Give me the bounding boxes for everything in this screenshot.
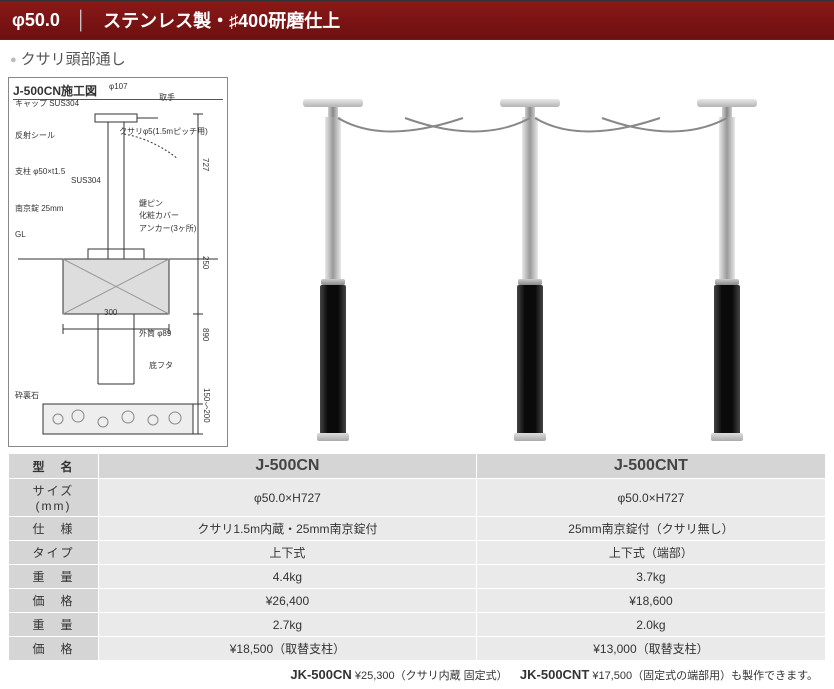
footer-model-1: JK-500CN — [290, 667, 351, 682]
lbl-gl: GL — [15, 230, 26, 239]
row-price1-label: 価 格 — [9, 589, 99, 613]
lbl-outer: 外筒 φ89 — [139, 328, 171, 339]
footer-note: JK-500CN ¥25,300（クサリ内蔵 固定式） JK-500CNT ¥1… — [0, 661, 834, 689]
dim-300: 300 — [104, 308, 117, 317]
chain-icon — [597, 115, 737, 155]
dim-base: 150～200 — [201, 388, 212, 423]
lbl-keypin: 鍵ピン — [139, 198, 163, 209]
model-1: J-500CN — [99, 454, 477, 479]
size-2: φ50.0×H727 — [476, 479, 825, 517]
lbl-topdia: φ107 — [109, 82, 128, 91]
type-2: 上下式（端部） — [476, 541, 825, 565]
weight1-1: 4.4kg — [99, 565, 477, 589]
diagram-svg — [13, 104, 223, 449]
product-2 — [470, 87, 590, 447]
type-1: 上下式 — [99, 541, 477, 565]
lbl-post: 支柱 φ50×t1.5 — [15, 166, 65, 177]
row-weight1-label: 重 量 — [9, 565, 99, 589]
lbl-cap: キャップ SUS304 — [15, 98, 79, 109]
price2-2: ¥13,000（取替支柱） — [476, 637, 825, 661]
weight2-1: 2.7kg — [99, 613, 477, 637]
lbl-handle: 取手 — [159, 92, 175, 103]
lbl-sus: SUS304 — [71, 176, 101, 185]
lbl-chain: クサリφ5(1.5mピッチ用) — [119, 126, 208, 137]
row-weight2-label: 重 量 — [9, 613, 99, 637]
model-2: J-500CNT — [476, 454, 825, 479]
lbl-cover: 化粧カバー — [139, 210, 179, 221]
lbl-gravel: 砕裏石 — [15, 390, 39, 401]
dim-890: 890 — [201, 328, 210, 341]
diagram-box: J-500CN施工図 — [8, 77, 228, 447]
weight1-2: 3.7kg — [476, 565, 825, 589]
header-divider: │ — [76, 10, 87, 31]
row-price2-label: 価 格 — [9, 637, 99, 661]
lbl-bottom: 底フタ — [149, 360, 173, 371]
footer-model-2: JK-500CNT — [520, 667, 589, 682]
size-1: φ50.0×H727 — [99, 479, 477, 517]
lbl-padlock: 南京錠 25mm — [15, 203, 63, 214]
product-images — [234, 77, 826, 447]
lbl-reflector: 反射シール — [15, 130, 55, 141]
spec-table: 型 名 J-500CN J-500CNT サイズ(mm) φ50.0×H727 … — [8, 453, 826, 661]
dim-727: 727 — [201, 158, 210, 171]
row-spec-label: 仕 様 — [9, 517, 99, 541]
price1-2: ¥18,600 — [476, 589, 825, 613]
dim-250: 250 — [201, 256, 210, 269]
weight2-2: 2.0kg — [476, 613, 825, 637]
row-type-label: タイプ — [9, 541, 99, 565]
subtitle: クサリ頭部通し — [0, 40, 834, 73]
product-3 — [667, 87, 787, 447]
header-bar: φ50.0 │ ステンレス製・♯400研磨仕上 — [0, 0, 834, 40]
price2-1: ¥18,500（取替支柱） — [99, 637, 477, 661]
content-row: J-500CN施工図 — [0, 73, 834, 453]
header-diameter: φ50.0 — [12, 10, 60, 31]
footer-price-2: ¥17,500（固定式の端部用）も製作できます。 — [592, 670, 818, 682]
chain-icon — [400, 115, 540, 155]
price1-1: ¥26,400 — [99, 589, 477, 613]
row-size-label: サイズ(mm) — [9, 479, 99, 517]
footer-price-1: ¥25,300（クサリ内蔵 固定式） — [355, 670, 508, 682]
spec-1: クサリ1.5m内蔵・25mm南京錠付 — [99, 517, 477, 541]
lbl-anchor: アンカー(3ヶ所) — [139, 223, 196, 234]
product-1 — [273, 87, 393, 447]
row-model-label: 型 名 — [9, 454, 99, 479]
header-material: ステンレス製・♯400研磨仕上 — [103, 7, 340, 33]
spec-2: 25mm南京錠付（クサリ無し） — [476, 517, 825, 541]
